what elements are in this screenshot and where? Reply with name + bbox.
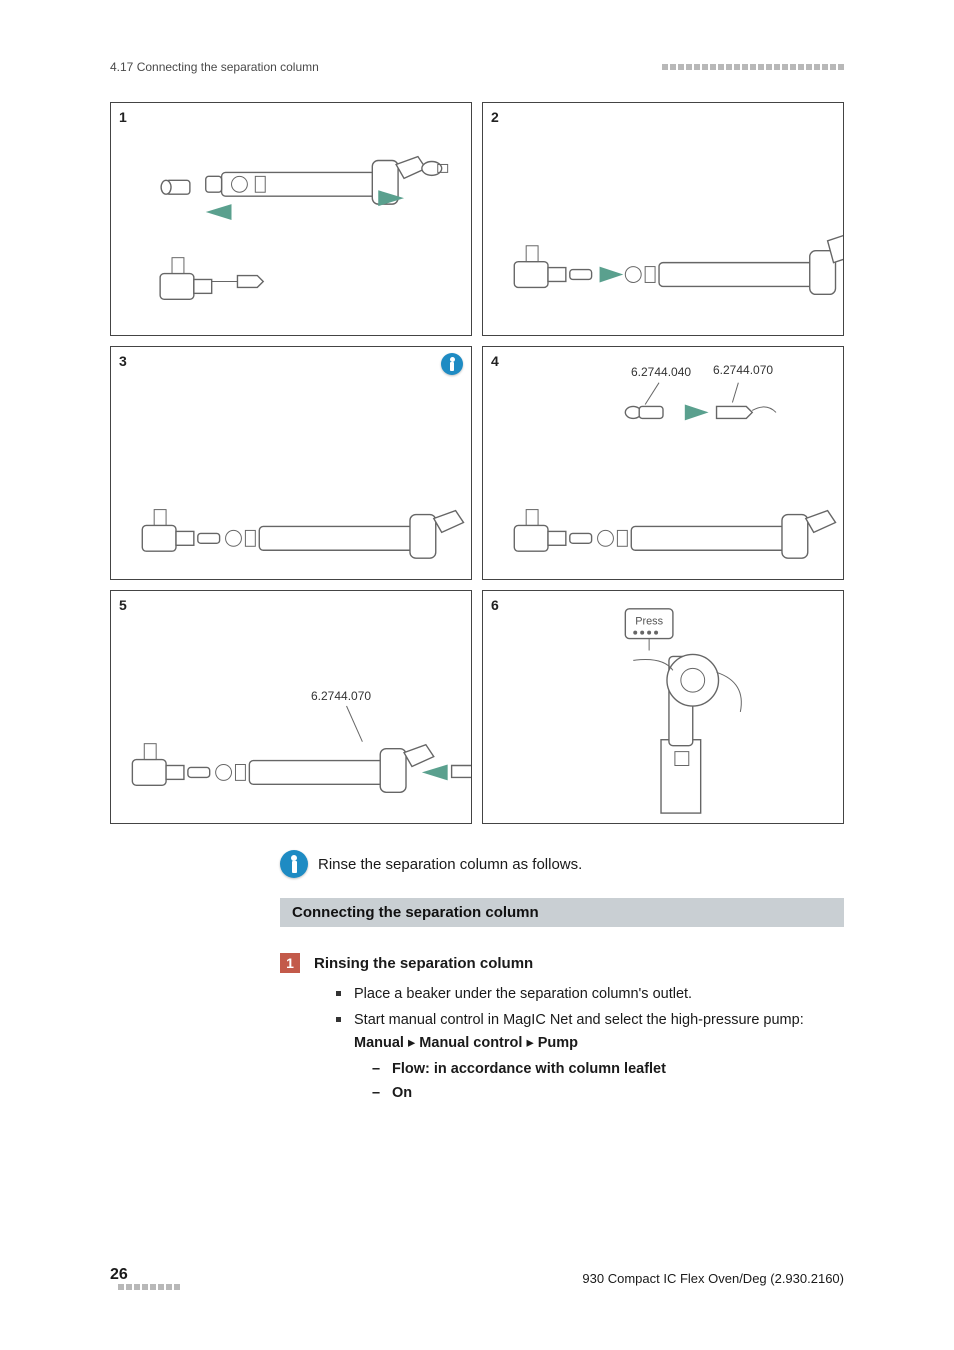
- panel-5-drawing: [111, 591, 471, 823]
- menu-path-part: Manual: [354, 1035, 404, 1051]
- menu-path-part: Pump: [538, 1035, 578, 1051]
- panel-4-drawing: [483, 347, 843, 579]
- panel-2-drawing: [483, 103, 843, 335]
- panel-2: 2: [482, 102, 844, 336]
- menu-arrow-icon: ▸: [408, 1035, 419, 1051]
- press-label-text: Press: [635, 616, 663, 628]
- panel-1: 1: [110, 102, 472, 336]
- step-1-subitems: Flow: in accordance with column leaflet …: [372, 1058, 844, 1104]
- note-text: Rinse the separation column as follows.: [318, 856, 582, 873]
- section-bar: Connecting the separation column: [280, 898, 844, 927]
- step-title: Rinsing the separation column: [314, 955, 533, 972]
- page-number: 26: [110, 1266, 128, 1283]
- panel-3-drawing: [111, 347, 471, 579]
- footer-left: 26: [110, 1266, 180, 1290]
- note-line: Rinse the separation column as follows.: [280, 850, 844, 878]
- instruction-panels: 1: [110, 102, 844, 824]
- header-ornament: [662, 64, 844, 70]
- panel-6: 6 Press: [482, 590, 844, 824]
- bullet-item: Start manual control in MagIC Net and se…: [336, 1009, 844, 1054]
- page-footer: 26 930 Compact IC Flex Oven/Deg (2.930.2…: [110, 1266, 844, 1290]
- bullet-text: Start manual control in MagIC Net and se…: [354, 1012, 804, 1028]
- footer-ornament: [118, 1284, 180, 1290]
- sub-item: Flow: in accordance with column leaflet: [372, 1058, 844, 1081]
- sub-label: On: [392, 1085, 412, 1101]
- panel-6-drawing: Press: [483, 591, 843, 823]
- bullet-item: Place a beaker under the separation colu…: [336, 983, 844, 1005]
- page-header: 4.17 Connecting the separation column: [110, 60, 844, 74]
- step-1-bullets: Place a beaker under the separation colu…: [336, 983, 844, 1054]
- panel-5: 5 6.2744.070: [110, 590, 472, 824]
- panel-3: 3: [110, 346, 472, 580]
- sub-label: Flow: [392, 1061, 425, 1077]
- step-badge: 1: [280, 953, 300, 973]
- menu-path-part: Manual control: [419, 1035, 522, 1051]
- menu-arrow-icon: ▸: [526, 1035, 537, 1051]
- sub-item: On: [372, 1082, 844, 1105]
- bullet-text: Place a beaker under the separation colu…: [354, 986, 692, 1002]
- step-1-header: 1 Rinsing the separation column: [280, 953, 844, 973]
- panel-1-drawing: [111, 103, 471, 335]
- section-heading: 4.17 Connecting the separation column: [110, 60, 319, 74]
- sub-rest: : in accordance with column leaflet: [425, 1061, 666, 1077]
- panel-4: 4 6.2744.040 6.2744.070: [482, 346, 844, 580]
- info-icon: [280, 850, 308, 878]
- footer-doc-id: 930 Compact IC Flex Oven/Deg (2.930.2160…: [582, 1271, 844, 1286]
